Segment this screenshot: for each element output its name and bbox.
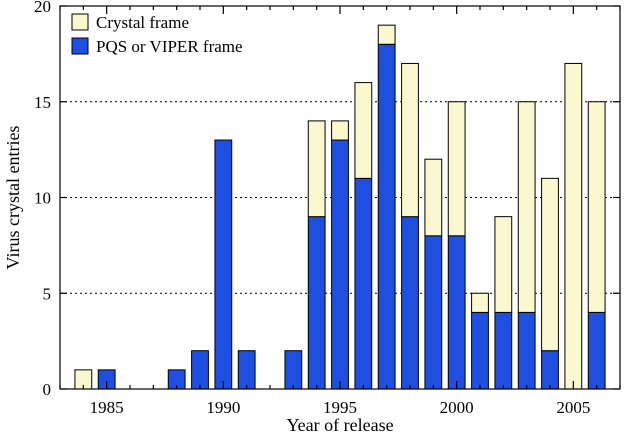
bar-2006-series-1 — [587, 101, 606, 313]
legend: Crystal frame PQS or VIPER frame — [71, 13, 243, 56]
bar-1997-series-1 — [377, 24, 396, 45]
bar-1999-series-0 — [424, 235, 443, 390]
bar-2003-series-0 — [517, 311, 536, 390]
bar-1995-series-0 — [331, 139, 349, 390]
bar-1997-series-0 — [377, 43, 396, 390]
legend-swatch-0 — [71, 13, 89, 31]
bar-1994-series-1 — [307, 120, 326, 218]
legend-label-1: PQS or VIPER frame — [96, 37, 243, 56]
x-tick-label-2005: 2005 — [556, 398, 590, 417]
x-tick-label-1985: 1985 — [90, 398, 124, 417]
axes-layer: 0 5 10 15 20 1985 1990 1995 2000 2005 — [34, 0, 621, 417]
legend-label-0: Crystal frame — [96, 13, 189, 32]
x-tick-label-1995: 1995 — [323, 398, 357, 417]
bar-2001-series-0 — [471, 311, 489, 390]
legend-swatch-1 — [71, 37, 89, 55]
bar-1998-series-1 — [401, 62, 419, 218]
x-axis-label: Year of release — [286, 415, 393, 435]
bar-2005-series-1 — [564, 62, 583, 390]
bar-1999-series-1 — [424, 158, 443, 237]
y-tick-label-15: 15 — [34, 93, 51, 112]
bar-1993-series-0 — [284, 350, 303, 390]
bar-2004-series-1 — [541, 177, 559, 352]
y-tick-label-5: 5 — [43, 284, 52, 303]
bar-1990-series-0 — [214, 139, 233, 390]
bar-2000-series-1 — [447, 101, 466, 237]
bars-layer — [74, 24, 606, 390]
bar-2002-series-1 — [494, 216, 513, 313]
y-axis-label: Virus crystal entries — [3, 126, 23, 270]
y-tick-label-0: 0 — [43, 380, 52, 399]
x-tick-label-1990: 1990 — [206, 398, 240, 417]
bar-1989-series-0 — [191, 350, 209, 390]
bar-2001-series-1 — [471, 292, 489, 313]
bar-2004-series-0 — [541, 350, 559, 390]
bar-2000-series-0 — [447, 235, 466, 390]
bar-2002-series-0 — [494, 311, 513, 390]
bar-1995-series-1 — [331, 120, 349, 141]
bar-1998-series-0 — [401, 216, 419, 390]
x-tick-label-2000: 2000 — [440, 398, 474, 417]
bar-1996-series-1 — [354, 82, 373, 179]
y-tick-label-20: 20 — [34, 0, 51, 16]
bar-1996-series-0 — [354, 177, 373, 390]
bar-1994-series-0 — [307, 216, 326, 390]
y-tick-label-10: 10 — [34, 189, 51, 208]
bar-1991-series-0 — [237, 350, 256, 390]
bar-2006-series-0 — [587, 311, 606, 390]
bar-2003-series-1 — [517, 101, 536, 313]
